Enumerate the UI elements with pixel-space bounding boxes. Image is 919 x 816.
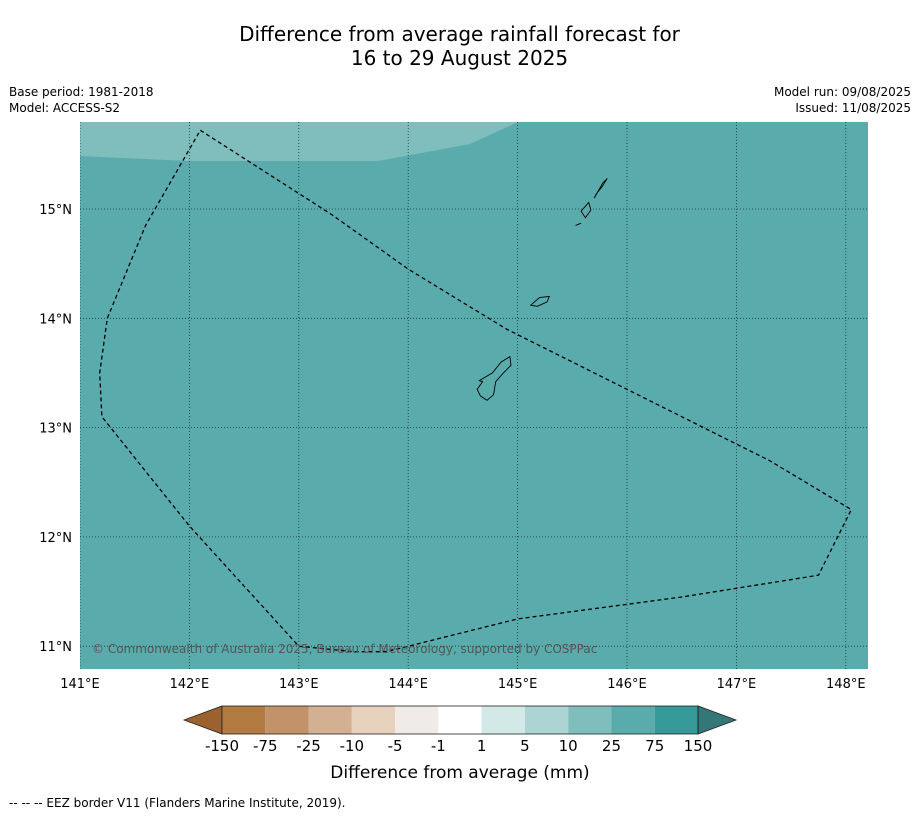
colorbar-swatch <box>611 706 655 734</box>
colorbar-tick-label: 5 <box>520 737 530 755</box>
title-line-1: Difference from average rainfall forecas… <box>239 22 680 46</box>
x-tick-label: 144°E <box>388 677 428 692</box>
colorbar-swatch <box>308 706 352 734</box>
x-tick-label: 146°E <box>607 677 647 692</box>
colorbar-swatch <box>568 706 612 734</box>
colorbar-tick-label: 150 <box>684 737 713 755</box>
y-tick-label: 13°N <box>39 422 72 437</box>
colorbar-tick-label: 10 <box>559 737 578 755</box>
x-tick-label: 142°E <box>170 677 210 692</box>
colorbar-swatch <box>481 706 525 734</box>
title-line-2: 16 to 29 August 2025 <box>350 46 569 70</box>
colorbar-frame <box>221 705 699 735</box>
x-tick-label: 148°E <box>826 677 866 692</box>
map-area[interactable]: © Commonwealth of Australia 2025, Bureau… <box>80 122 868 669</box>
eez-footnote: -- -- -- EEZ border V11 (Flanders Marine… <box>9 796 346 810</box>
island-tinian <box>580 201 592 219</box>
meta-right: Model run: 09/08/2025 Issued: 11/08/2025 <box>774 84 911 116</box>
colorbar-tick-label: -25 <box>296 737 321 755</box>
colorbar-tick-label: 25 <box>602 737 621 755</box>
x-tick-label: 141°E <box>60 677 100 692</box>
model-run-label: Model run: 09/08/2025 <box>773 85 911 99</box>
island-aguijan <box>575 222 582 226</box>
colorbar-tick-label: -10 <box>340 737 365 755</box>
eez-border-line <box>99 129 853 653</box>
x-tick-label: 145°E <box>498 677 538 692</box>
colorbar-swatch <box>395 706 439 734</box>
meta-left: Base period: 1981-2018 Model: ACCESS-S2 <box>9 84 154 116</box>
island-saipan <box>593 178 608 199</box>
colorbar-tick-label: -150 <box>205 737 239 755</box>
x-tick-label: 147°E <box>717 677 757 692</box>
x-axis: 141°E 142°E 143°E 144°E 145°E 146°E 147°E 148°E <box>60 677 865 692</box>
colorbar-swatch <box>524 706 569 734</box>
copyright-text: © Commonwealth of Australia 2025, Bureau… <box>92 642 597 656</box>
colorbar-labels: -150 -75 -25 -10 -5 -1 1 5 10 25 75 150 <box>205 737 712 755</box>
colorbar-title: Difference from average (mm) <box>330 763 589 783</box>
colorbar-extend-high <box>697 705 738 735</box>
y-tick-label: 11°N <box>39 640 72 655</box>
issued-label: Issued: 11/08/2025 <box>795 101 911 115</box>
model-label: Model: ACCESS-S2 <box>9 101 121 115</box>
colorbar-tick-label: 75 <box>645 737 664 755</box>
colorbar-tick-label: 1 <box>477 737 487 755</box>
colorbar-tick-label: -1 <box>431 737 446 755</box>
y-tick-label: 12°N <box>39 531 72 546</box>
chart-title: Difference from average rainfall forecas… <box>0 22 919 70</box>
gridlines <box>80 122 868 669</box>
colorbar-swatch <box>265 706 309 734</box>
base-period-label: Base period: 1981-2018 <box>9 85 154 99</box>
y-tick-label: 14°N <box>39 312 72 327</box>
colorbar-tick-label: -5 <box>388 737 403 755</box>
colorbar <box>182 705 738 735</box>
island-rota <box>529 295 550 307</box>
colorbar-tick-label: -75 <box>253 737 278 755</box>
x-tick-label: 143°E <box>279 677 319 692</box>
colorbar-swatch <box>438 706 482 734</box>
ocean-fill <box>80 122 868 669</box>
islands <box>476 178 608 401</box>
island-guam <box>476 355 512 401</box>
y-axis: 15°N 14°N 13°N 12°N 11°N <box>39 203 72 655</box>
y-tick-label: 15°N <box>39 203 72 218</box>
colorbar-extend-low <box>182 705 223 735</box>
colorbar-swatch <box>222 706 266 734</box>
colorbar-swatch <box>351 706 396 734</box>
colorbar-swatch <box>654 706 698 734</box>
